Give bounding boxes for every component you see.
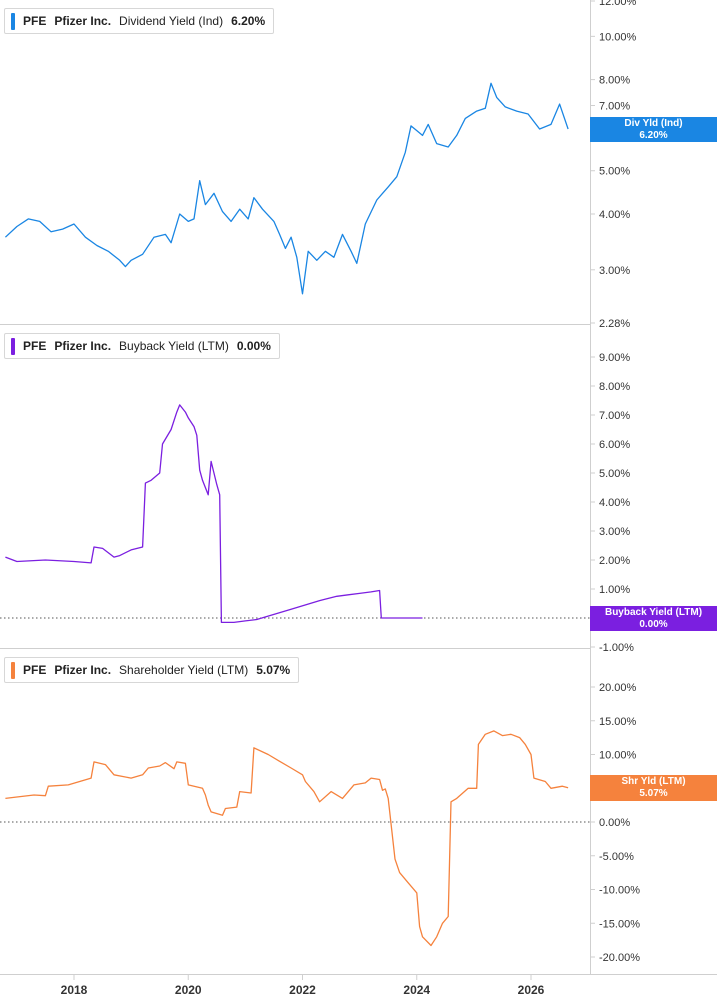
badge-value: 6.20%: [639, 130, 668, 141]
current-value-badge-buyback: Buyback Yield (LTM) 0.00%: [590, 606, 717, 631]
y-tick-label: 9.00%: [599, 352, 630, 364]
badge-label: Div Yld (Ind): [624, 118, 683, 129]
series-line-shareholder: [5, 730, 569, 947]
y-tick-label: 0.00%: [599, 817, 630, 829]
y-tick-label: 2.28%: [599, 318, 630, 330]
y-tick-label: 20.00%: [599, 682, 637, 694]
y-tick-label: 12.00%: [599, 0, 637, 8]
y-tick-label: 3.00%: [599, 526, 630, 538]
legend-company: Pfizer Inc.: [54, 14, 112, 28]
x-tick-label: 2024: [403, 983, 430, 997]
badge-label: Buyback Yield (LTM): [604, 607, 703, 618]
y-tick-label: 2.00%: [599, 555, 630, 567]
x-tick-label: 2022: [289, 983, 316, 997]
legend-current-value: 6.20%: [231, 14, 266, 28]
legend-metric: Shareholder Yield (LTM): [119, 663, 249, 677]
y-tick-label: 7.00%: [599, 101, 630, 113]
legend-metric: Dividend Yield (Ind): [119, 14, 224, 28]
legend-swatch-buyback: [11, 337, 15, 355]
y-tick-label: 6.00%: [599, 439, 630, 451]
y-tick-label: 5.00%: [599, 468, 630, 480]
legend-ticker: PFE: [23, 14, 47, 28]
legend-dividend[interactable]: PFE Pfizer Inc. Dividend Yield (Ind) 6.2…: [4, 8, 275, 34]
legend-company: Pfizer Inc.: [54, 663, 112, 677]
x-tick-label: 2020: [175, 983, 202, 997]
series-line-buyback: [5, 404, 423, 624]
y-tick-label: 8.00%: [599, 381, 630, 393]
y-tick-label: -10.00%: [599, 885, 640, 897]
legend-company: Pfizer Inc.: [54, 339, 112, 353]
y-tick-label: 1.00%: [599, 584, 630, 596]
badge-label: Shr Yld (LTM): [621, 776, 686, 787]
x-tick-label: 2026: [518, 983, 545, 997]
y-tick-label: -20.00%: [599, 952, 640, 964]
badge-value: 0.00%: [639, 619, 668, 630]
legend-swatch-shareholder: [11, 661, 15, 679]
legend-current-value: 0.00%: [236, 339, 271, 353]
current-value-badge-dividend: Div Yld (Ind) 6.20%: [590, 117, 717, 142]
y-tick-label: -15.00%: [599, 918, 640, 930]
y-tick-label: 10.00%: [599, 31, 637, 43]
y-tick-label: 5.00%: [599, 166, 630, 178]
legend-ticker: PFE: [23, 339, 47, 353]
y-tick-label: 7.00%: [599, 410, 630, 422]
y-tick-label: -5.00%: [599, 851, 634, 863]
legend-swatch-dividend: [11, 12, 15, 30]
legend-ticker: PFE: [23, 663, 47, 677]
y-tick-label: 4.00%: [599, 497, 630, 509]
legend-metric: Buyback Yield (LTM): [119, 339, 229, 353]
series-line-dividend: [4, 82, 569, 295]
y-tick-label: 4.00%: [599, 209, 630, 221]
x-tick-label: 2018: [61, 983, 88, 997]
y-tick-label: 15.00%: [599, 716, 637, 728]
y-tick-label: 8.00%: [599, 75, 630, 87]
y-tick-label: 3.00%: [599, 265, 630, 277]
y-tick-label: 10.00%: [599, 750, 637, 762]
badge-value: 5.07%: [639, 788, 668, 799]
current-value-badge-shareholder: Shr Yld (LTM) 5.07%: [590, 775, 717, 801]
y-tick-label: -1.00%: [599, 642, 634, 654]
legend-shareholder[interactable]: PFE Pfizer Inc. Shareholder Yield (LTM) …: [4, 657, 300, 683]
legend-current-value: 5.07%: [256, 663, 291, 677]
legend-buyback[interactable]: PFE Pfizer Inc. Buyback Yield (LTM) 0.00…: [4, 333, 280, 359]
